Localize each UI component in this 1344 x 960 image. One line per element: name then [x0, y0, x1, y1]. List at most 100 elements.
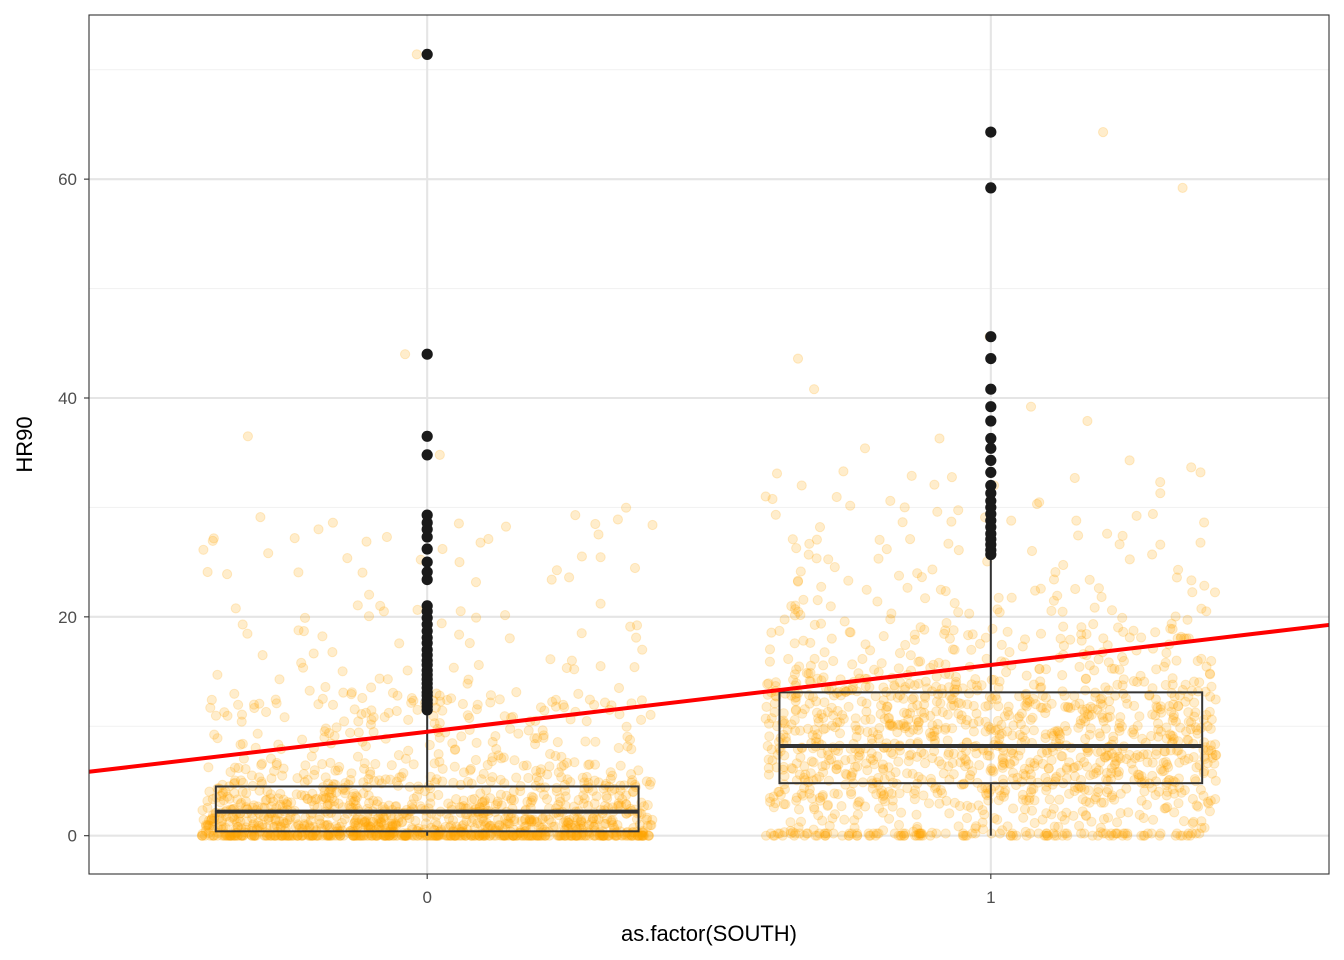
jitter-point	[808, 802, 820, 813]
jitter-point	[1040, 664, 1052, 675]
jitter-point	[834, 717, 846, 728]
jitter-point	[815, 618, 827, 629]
x-tick-label: 0	[422, 888, 431, 907]
jitter-point	[446, 830, 457, 841]
jitter-point	[876, 658, 887, 669]
outlier-point	[985, 479, 997, 492]
jitter-point	[643, 830, 654, 841]
jitter-point	[883, 762, 894, 773]
jitter-point	[1189, 676, 1200, 687]
jitter-point	[1210, 739, 1221, 750]
jitter-point	[927, 564, 938, 575]
jitter-point	[866, 748, 877, 759]
outlier-point	[985, 432, 997, 445]
jitter-point	[1058, 621, 1069, 632]
jitter-point	[898, 693, 909, 704]
jitter-point	[797, 708, 808, 719]
jitter-point	[1082, 415, 1093, 427]
jitter-point	[1131, 510, 1142, 522]
jitter-point	[1106, 605, 1118, 616]
jitter-point	[974, 760, 985, 771]
jitter-point	[798, 594, 809, 605]
jitter-point	[1081, 761, 1093, 772]
jitter-point	[566, 655, 578, 666]
jitter-point	[425, 791, 436, 802]
jitter-point	[246, 770, 257, 781]
jitter-point	[1170, 716, 1182, 727]
jitter-point	[762, 679, 773, 690]
jitter-point	[763, 754, 774, 765]
x-tick-label: 1	[986, 888, 995, 907]
jitter-point	[961, 812, 973, 824]
jitter-point	[485, 697, 496, 708]
jitter-point	[352, 600, 363, 611]
jitter-point	[949, 644, 960, 655]
jitter-point	[352, 751, 364, 762]
jitter-point	[509, 755, 520, 766]
jitter-point	[787, 534, 798, 545]
jitter-point	[306, 751, 317, 762]
outlier-point	[421, 543, 433, 555]
jitter-point	[1124, 455, 1135, 466]
jitter-point	[1151, 749, 1162, 760]
jitter-point	[621, 502, 632, 513]
outlier-point	[421, 556, 433, 568]
jitter-point	[236, 716, 247, 727]
jitter-point	[872, 729, 883, 740]
jitter-point	[247, 813, 258, 824]
jitter-point	[1138, 830, 1149, 841]
jitter-point	[576, 829, 587, 841]
jitter-point	[529, 816, 540, 827]
jitter-point	[1037, 702, 1048, 714]
jitter-point	[222, 710, 233, 721]
jitter-point	[400, 349, 411, 360]
jitter-point	[555, 830, 566, 841]
jitter-point	[820, 723, 831, 734]
jitter-point	[916, 572, 928, 583]
jitter-point	[1077, 806, 1088, 817]
jitter-point	[261, 794, 272, 806]
jitter-point	[1183, 735, 1194, 746]
jitter-point	[636, 830, 647, 841]
jitter-point	[379, 712, 390, 723]
jitter-point	[265, 753, 277, 764]
jitter-point	[297, 734, 308, 745]
jitter-point	[1147, 508, 1159, 520]
jitter-point	[899, 502, 910, 513]
jitter-point	[996, 639, 1007, 651]
jitter-point	[983, 788, 995, 799]
jitter-point	[940, 828, 951, 839]
jitter-point	[1120, 693, 1132, 704]
jitter-point	[1180, 679, 1191, 690]
jitter-point	[229, 775, 241, 786]
jitter-point	[359, 817, 370, 828]
jitter-point	[522, 796, 533, 807]
jitter-point	[782, 724, 793, 735]
jitter-point	[1209, 587, 1221, 598]
jitter-point	[918, 748, 929, 760]
jitter-point	[529, 733, 540, 744]
jitter-point	[1016, 708, 1028, 719]
jitter-point	[447, 738, 458, 749]
jitter-point	[222, 569, 233, 580]
jitter-point	[629, 562, 641, 574]
jitter-point	[906, 470, 917, 481]
jitter-point	[559, 779, 570, 791]
jitter-point	[1186, 462, 1197, 473]
jitter-point	[963, 630, 974, 641]
jitter-point	[338, 687, 349, 698]
jitter-point	[816, 581, 827, 592]
jitter-point	[249, 702, 260, 714]
jitter-point	[400, 753, 411, 764]
jitter-point	[829, 562, 840, 573]
jitter-point	[538, 789, 550, 800]
jitter-point	[563, 817, 574, 829]
jitter-point	[1021, 688, 1032, 700]
jitter-point	[812, 595, 823, 606]
jitter-point	[631, 814, 643, 825]
outlier-point	[985, 442, 997, 454]
jitter-point	[1050, 567, 1061, 578]
jitter-point	[506, 793, 517, 804]
jitter-point	[235, 775, 247, 786]
